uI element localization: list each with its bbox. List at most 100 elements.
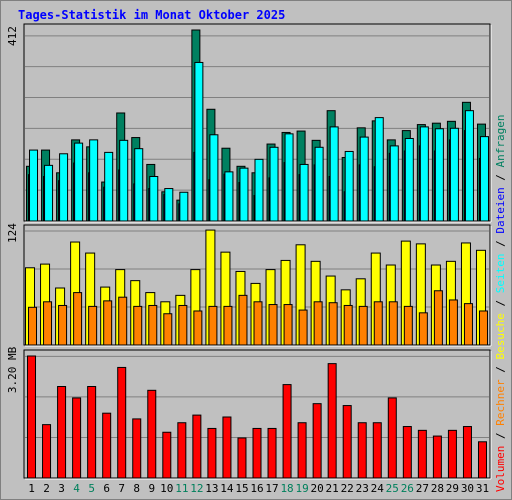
bar-rechner-day-6 [103, 300, 113, 346]
bar-volumen-day-20 [312, 403, 322, 479]
bar-volumen-day-30 [462, 426, 472, 479]
bar-rechner-day-22 [343, 304, 353, 346]
bar-volumen-day-26 [402, 426, 412, 479]
x-tick-label-31: 31 [476, 482, 489, 495]
bar-rechner-day-15 [238, 294, 248, 346]
bar-seiten-day-8 [134, 148, 144, 222]
bar-seiten-day-28 [434, 128, 444, 222]
bar-volumen-day-9 [147, 389, 157, 479]
bar-volumen-day-22 [342, 405, 352, 479]
bar-seiten-day-20 [314, 146, 324, 222]
bar-seiten-day-14 [224, 171, 234, 222]
bar-rechner-day-7 [118, 296, 128, 346]
bar-seiten-day-9 [149, 175, 159, 222]
bar-seiten-day-13 [209, 134, 219, 222]
x-tick-label-15: 15 [235, 482, 248, 495]
bar-volumen-day-14 [222, 416, 232, 479]
bar-rechner-day-19 [298, 309, 308, 346]
bar-volumen-day-23 [357, 422, 367, 479]
x-tick-label-28: 28 [431, 482, 444, 495]
bar-rechner-day-3 [58, 304, 68, 346]
x-tick-label-29: 29 [446, 482, 459, 495]
bar-rechner-day-24 [373, 301, 383, 346]
bar-rechner-day-25 [388, 301, 398, 346]
x-tick-label-13: 13 [205, 482, 218, 495]
bar-volumen-day-10 [162, 431, 172, 479]
bar-seiten-day-3 [59, 153, 69, 222]
bar-volumen-day-1 [27, 355, 37, 479]
bar-rechner-day-27 [418, 312, 428, 346]
bar-seiten-day-17 [269, 146, 279, 222]
x-tick-label-14: 14 [220, 482, 234, 495]
bar-rechner-day-31 [478, 310, 488, 346]
bar-seiten-day-12 [194, 61, 204, 222]
legend-separator: / [494, 426, 507, 446]
x-tick-label-21: 21 [326, 482, 339, 495]
legend-dateien: Dateien [494, 187, 507, 233]
x-tick-label-2: 2 [43, 482, 50, 495]
bar-rechner-day-8 [133, 305, 143, 346]
legend-besuche: Besuche [494, 313, 507, 359]
x-tick-label-7: 7 [118, 482, 125, 495]
bar-rechner-day-17 [268, 304, 278, 346]
x-tick-label-4: 4 [73, 482, 80, 495]
legend-volumen: Volumen [494, 446, 507, 492]
x-tick-label-23: 23 [356, 482, 369, 495]
bar-rechner-day-26 [403, 305, 413, 346]
bar-rechner-day-12 [193, 310, 203, 346]
bar-seiten-day-4 [74, 142, 84, 222]
bar-volumen-day-18 [282, 384, 292, 479]
bar-rechner-day-16 [253, 301, 263, 346]
bar-seiten-day-29 [449, 127, 459, 222]
legend-anfragen: Anfragen [494, 114, 507, 167]
bar-rechner-day-11 [178, 304, 188, 346]
x-tick-label-10: 10 [160, 482, 173, 495]
bar-volumen-day-17 [267, 427, 277, 479]
bar-seiten-day-27 [419, 126, 429, 222]
bar-volumen-day-16 [252, 427, 262, 479]
bar-volumen-day-15 [237, 437, 247, 479]
x-tick-label-22: 22 [341, 482, 354, 495]
legend-separator: / [494, 360, 507, 380]
bar-seiten-day-6 [104, 151, 114, 222]
legend: Volumen / Rechner / Besuche / Seiten / D… [494, 114, 507, 492]
bar-seiten-day-19 [299, 163, 309, 222]
bar-volumen-day-13 [207, 427, 217, 479]
bar-rechner-day-28 [433, 290, 443, 346]
bar-seiten-day-2 [44, 164, 54, 222]
x-tick-label-16: 16 [250, 482, 263, 495]
bar-volumen-day-5 [87, 386, 97, 479]
x-tick-label-27: 27 [416, 482, 429, 495]
bar-seiten-day-15 [239, 167, 249, 222]
bar-volumen-day-8 [132, 418, 142, 479]
x-tick-label-12: 12 [190, 482, 203, 495]
bar-rechner-day-18 [283, 304, 293, 346]
bar-seiten-day-16 [254, 158, 264, 222]
bar-rechner-day-20 [313, 301, 323, 346]
legend-separator: / [494, 167, 507, 187]
bar-seiten-day-21 [329, 126, 339, 222]
x-tick-label-6: 6 [103, 482, 110, 495]
x-tick-label-18: 18 [280, 482, 293, 495]
x-tick-label-3: 3 [58, 482, 65, 495]
chart-title: Tages-Statistik im Monat Oktober 2025 [18, 8, 286, 22]
bar-seiten-day-7 [119, 139, 129, 222]
x-tick-label-25: 25 [386, 482, 399, 495]
bar-seiten-day-31 [479, 136, 489, 222]
bar-seiten-day-26 [404, 137, 414, 222]
bar-volumen-day-3 [57, 386, 67, 479]
bar-rechner-day-23 [358, 305, 368, 346]
x-tick-label-17: 17 [265, 482, 278, 495]
bar-seiten-day-5 [89, 139, 99, 222]
bar-rechner-day-1 [28, 306, 38, 346]
bar-seiten-day-22 [344, 150, 354, 222]
bar-volumen-day-29 [447, 429, 457, 479]
bar-volumen-day-11 [177, 422, 187, 479]
bar-volumen-day-2 [42, 424, 52, 479]
bar-seiten-day-1 [29, 149, 39, 222]
bar-volumen-day-27 [417, 429, 427, 479]
bar-rechner-day-9 [148, 304, 158, 346]
bar-rechner-day-21 [328, 302, 338, 346]
bar-volumen-day-12 [192, 414, 202, 479]
